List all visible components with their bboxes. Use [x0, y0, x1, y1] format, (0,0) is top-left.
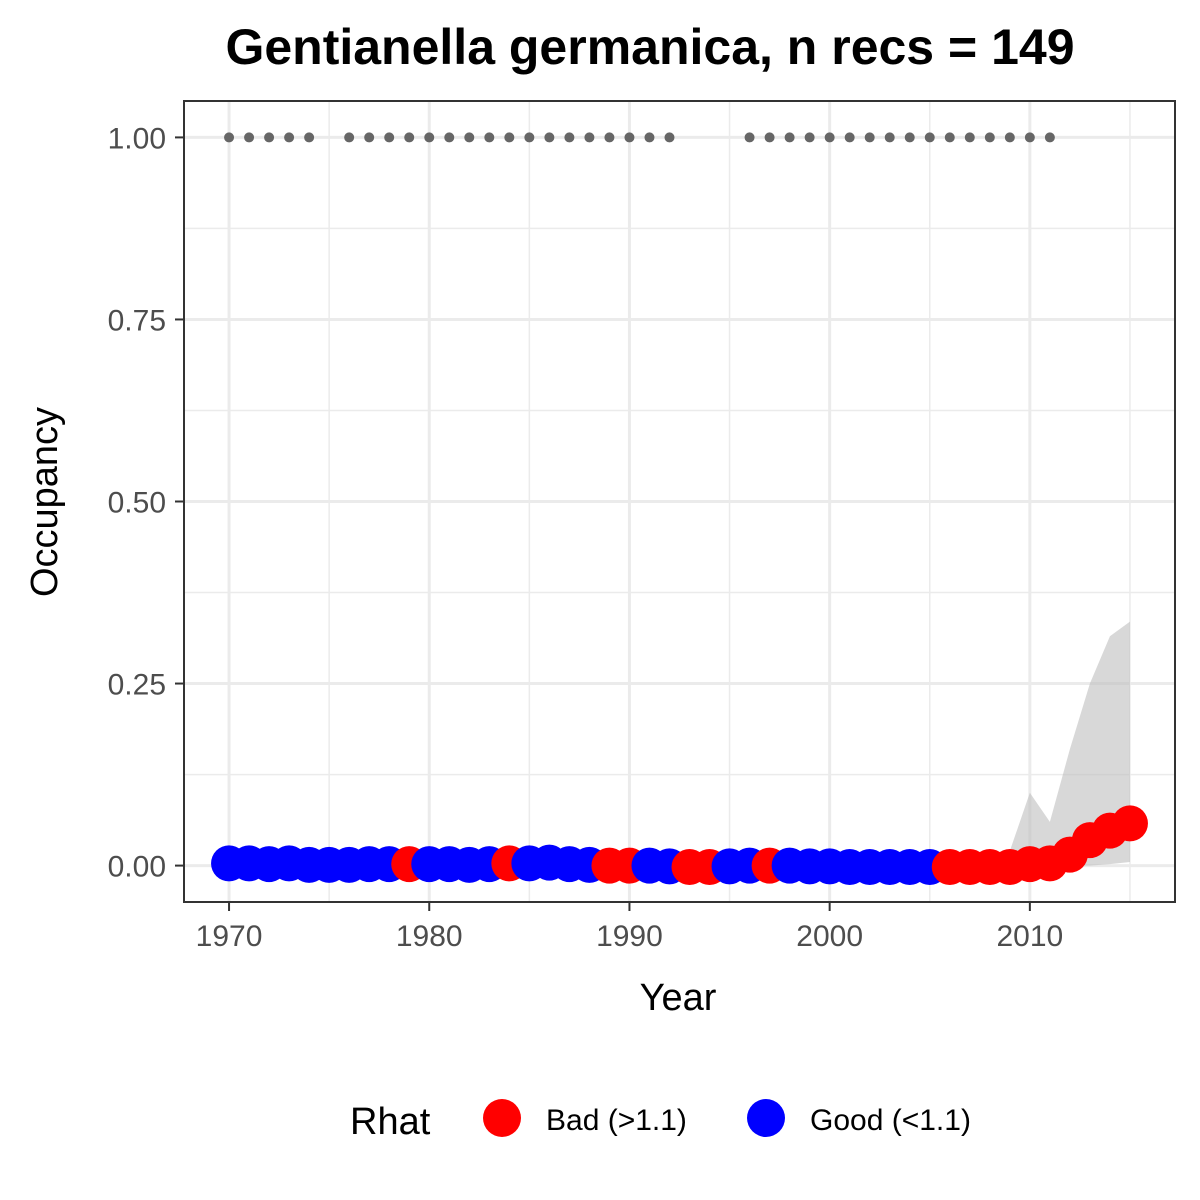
- record-year-point: [864, 132, 875, 143]
- record-year-point: [804, 132, 815, 143]
- record-year-point: [744, 132, 755, 143]
- legend-label-bad: Bad (>1.1): [546, 1104, 687, 1137]
- record-year-point: [884, 132, 895, 143]
- record-year-point: [264, 132, 275, 143]
- record-year-point: [424, 132, 435, 143]
- record-year-point: [1004, 132, 1015, 143]
- record-year-markers: [224, 132, 1055, 143]
- record-year-point: [564, 132, 575, 143]
- legend-key-bad: [483, 1099, 521, 1137]
- occupancy-points: [211, 805, 1148, 886]
- x-tick-label: 2000: [796, 920, 863, 953]
- record-year-point: [344, 132, 355, 143]
- record-year-point: [444, 132, 455, 143]
- y-tick-label: 0.25: [108, 669, 166, 702]
- y-tick-label: 0.50: [108, 487, 166, 520]
- record-year-point: [1044, 132, 1055, 143]
- record-year-point: [484, 132, 495, 143]
- record-year-point: [364, 132, 375, 143]
- axes: 1970 1980 1990 2000 2010 0.00 0.25 0.50 0.75 1.00: [108, 122, 1064, 953]
- record-year-point: [1024, 132, 1035, 143]
- y-axis-title: Occupancy: [24, 407, 66, 597]
- record-year-point: [544, 132, 555, 143]
- x-tick-label: 1980: [396, 920, 463, 953]
- chart-title: Gentianella germanica, n recs = 149: [225, 19, 1074, 75]
- record-year-point: [824, 132, 835, 143]
- record-year-point: [584, 132, 595, 143]
- record-year-point: [384, 132, 395, 143]
- record-year-point: [464, 132, 475, 143]
- confidence-ribbon: [1009, 621, 1130, 866]
- record-year-point: [524, 132, 535, 143]
- record-year-point: [944, 132, 955, 143]
- record-year-point: [404, 132, 415, 143]
- record-year-point: [244, 132, 255, 143]
- record-year-point: [924, 132, 935, 143]
- record-year-point: [844, 132, 855, 143]
- y-tick-label: 0.75: [108, 304, 166, 337]
- legend-label-good: Good (<1.1): [810, 1104, 971, 1137]
- record-year-point: [304, 132, 315, 143]
- grid-lines: [184, 101, 1175, 902]
- record-year-point: [224, 132, 235, 143]
- legend-title: Rhat: [350, 1101, 431, 1143]
- record-year-point: [964, 132, 975, 143]
- x-tick-label: 2010: [996, 920, 1063, 953]
- y-tick-label: 1.00: [108, 122, 166, 155]
- record-year-point: [284, 132, 295, 143]
- x-tick-label: 1970: [196, 920, 263, 953]
- record-year-point: [504, 132, 515, 143]
- record-year-point: [624, 132, 635, 143]
- record-year-point: [644, 132, 655, 143]
- record-year-point: [904, 132, 915, 143]
- legend-key-good: [747, 1099, 785, 1137]
- record-year-point: [664, 132, 675, 143]
- occupancy-point-bad: [1111, 805, 1148, 842]
- record-year-point: [764, 132, 775, 143]
- x-tick-label: 1990: [596, 920, 663, 953]
- legend: Rhat Bad (>1.1) Good (<1.1): [350, 1099, 971, 1143]
- record-year-point: [784, 132, 795, 143]
- x-axis-title: Year: [640, 977, 717, 1019]
- record-year-point: [984, 132, 995, 143]
- ribbon-area: [1009, 621, 1130, 866]
- record-year-point: [604, 132, 615, 143]
- y-tick-label: 0.00: [108, 851, 166, 884]
